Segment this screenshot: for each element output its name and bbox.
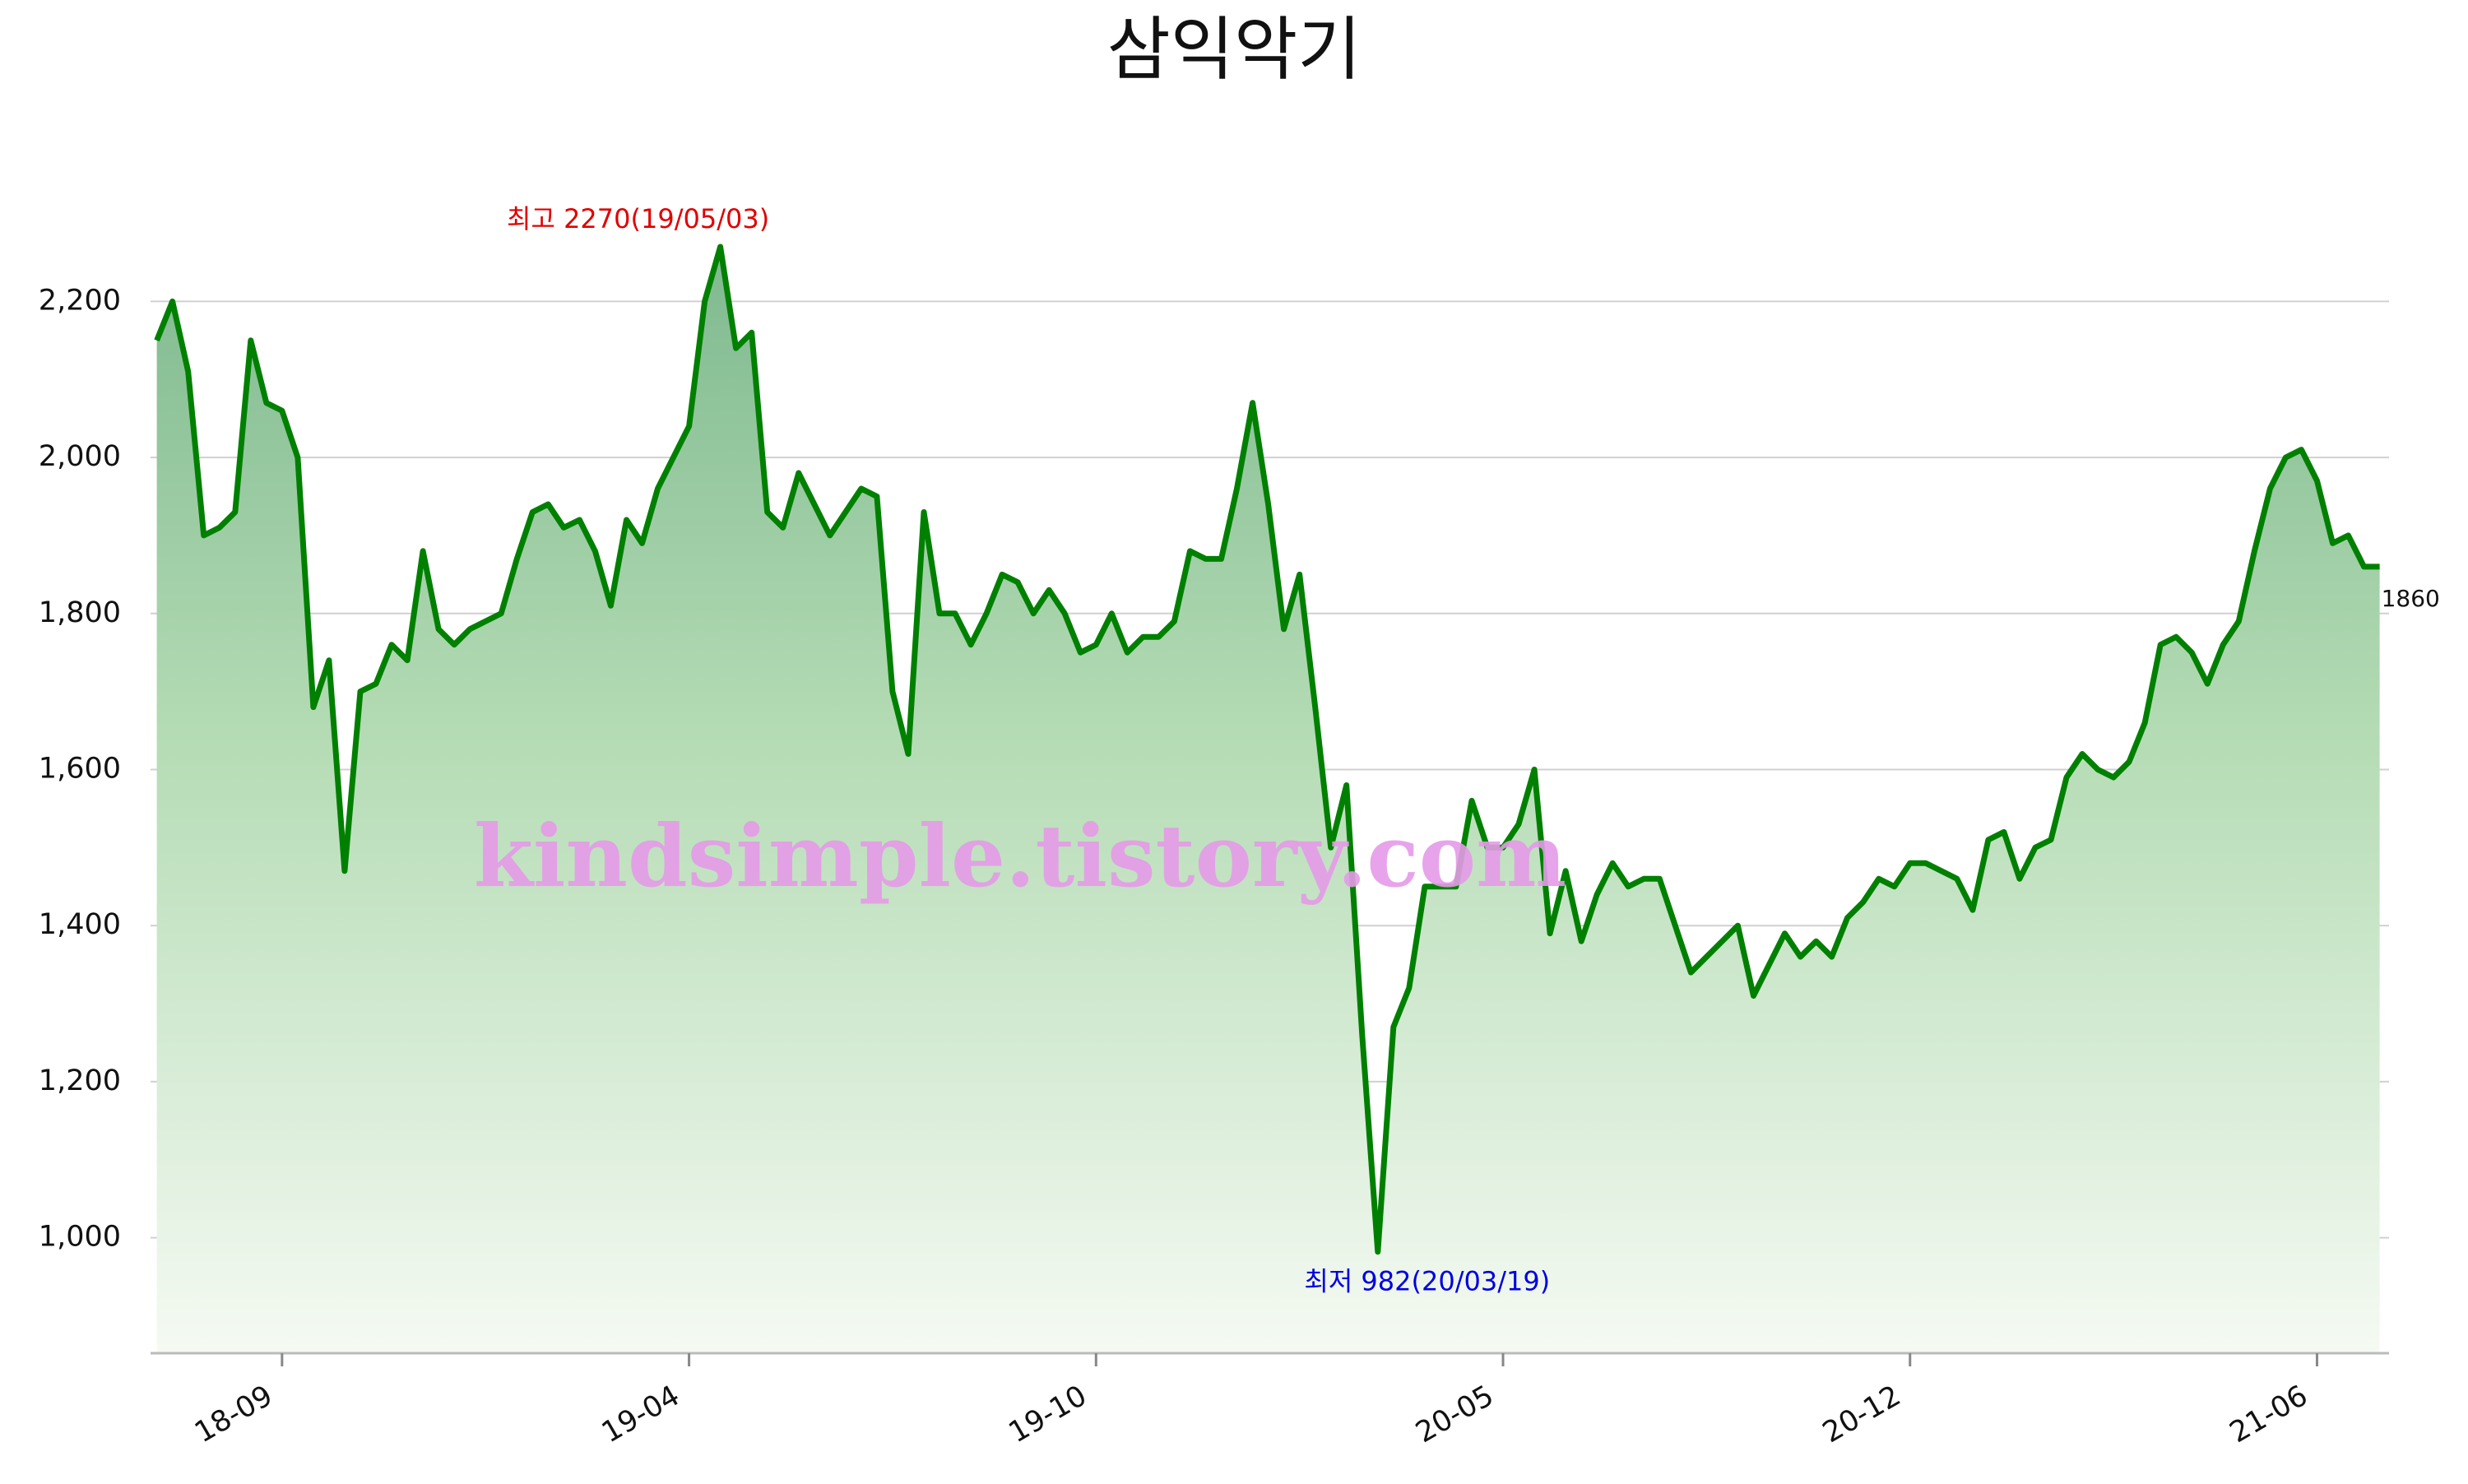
y-tick-label: 1,800 bbox=[39, 596, 121, 629]
high-annotation: 최고 2270(19/05/03) bbox=[507, 203, 769, 234]
y-tick-label: 1,400 bbox=[39, 908, 121, 941]
x-tick-label: 18-09 bbox=[189, 1380, 278, 1449]
x-tick-label: 20-05 bbox=[1410, 1380, 1499, 1449]
x-tick-label: 20-12 bbox=[1817, 1380, 1906, 1449]
x-tick-label: 21-06 bbox=[2224, 1380, 2313, 1449]
y-tick-label: 1,200 bbox=[39, 1064, 121, 1097]
price-line bbox=[154, 243, 2380, 1255]
last-value-label: 1860 bbox=[2382, 585, 2440, 612]
x-tick-label: 19-04 bbox=[596, 1380, 685, 1449]
y-tick-label: 2,200 bbox=[39, 284, 121, 317]
watermark: kindsimple.tistory.com bbox=[474, 805, 1566, 907]
chart-title: 삼익악기 bbox=[1106, 9, 1361, 90]
y-tick-label: 1,000 bbox=[39, 1221, 121, 1254]
x-tick-label: 19-10 bbox=[1004, 1380, 1093, 1449]
y-tick-label: 2,000 bbox=[39, 440, 121, 473]
low-annotation: 최저 982(20/03/19) bbox=[1304, 1266, 1550, 1297]
y-tick-label: 1,600 bbox=[39, 752, 121, 785]
area bbox=[151, 247, 2380, 1353]
